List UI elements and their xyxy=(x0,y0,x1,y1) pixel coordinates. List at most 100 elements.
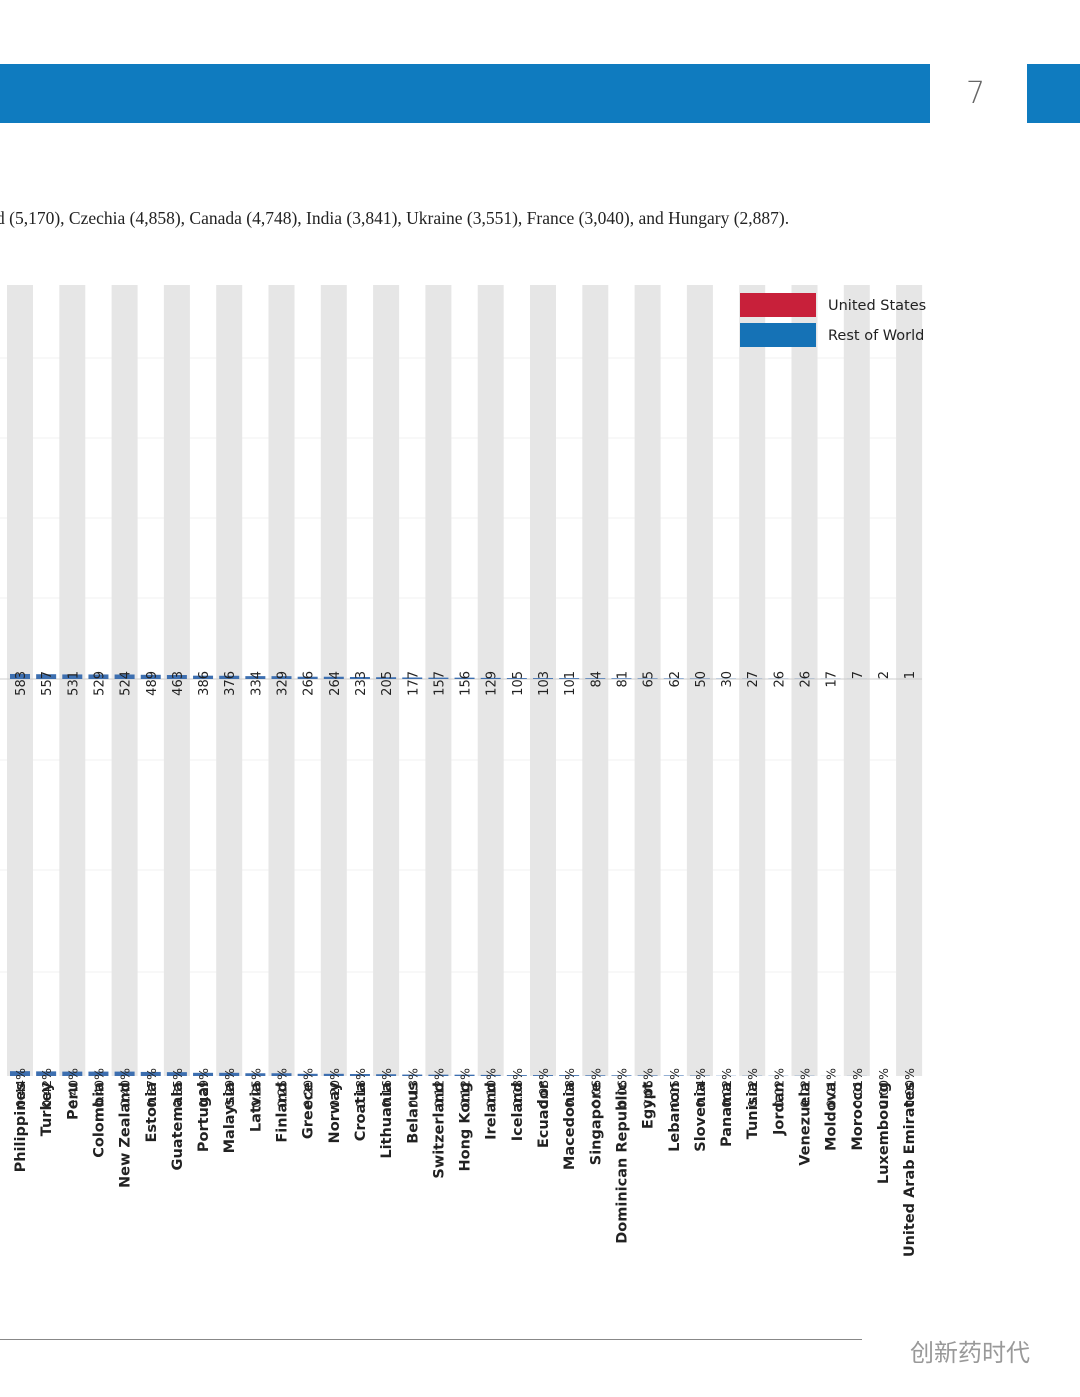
bar xyxy=(323,1073,344,1076)
value-label: 489 xyxy=(145,671,160,696)
share-label: 0.08% xyxy=(536,1068,551,1108)
bar xyxy=(62,1071,83,1076)
bar xyxy=(376,1074,397,1076)
share-label: 0.06% xyxy=(614,1068,629,1108)
share-label: 0.40% xyxy=(118,1068,133,1108)
column-band xyxy=(216,285,243,1076)
bar xyxy=(219,675,240,679)
column-band xyxy=(111,285,138,1076)
share-label: 0.12% xyxy=(458,1068,473,1108)
value-label: 233 xyxy=(354,671,369,696)
value-label: 531 xyxy=(66,671,81,696)
bar xyxy=(585,1075,606,1076)
category-label: Lithuania xyxy=(379,1082,395,1159)
value-label: 386 xyxy=(197,671,212,696)
value-label: 156 xyxy=(459,671,474,696)
bar xyxy=(376,677,397,679)
category-label: Slovenia xyxy=(693,1082,709,1152)
share-label: 0.25% xyxy=(248,1068,263,1108)
bar xyxy=(637,678,658,679)
category-label: United Arab Emirates xyxy=(902,1082,918,1257)
legend-swatch xyxy=(740,323,816,347)
bar xyxy=(140,674,161,679)
bar xyxy=(323,676,344,679)
value-label: 157 xyxy=(432,671,447,696)
value-label: 2 xyxy=(877,671,892,679)
category-label: Latvia xyxy=(248,1082,264,1132)
share-label: 0.00% xyxy=(902,1068,917,1108)
value-label: 103 xyxy=(537,671,552,696)
share-label: 0.40% xyxy=(91,1068,106,1108)
bar xyxy=(402,677,423,679)
share-label: 0.42% xyxy=(39,1068,54,1108)
category-label: Switzerland xyxy=(431,1082,447,1179)
category-label: Finland xyxy=(275,1082,291,1143)
category-label: New Zealand xyxy=(118,1082,134,1188)
bar xyxy=(428,1074,449,1076)
header-tab xyxy=(1027,64,1080,123)
value-label: 129 xyxy=(485,671,500,696)
share-label: 0.44% xyxy=(13,1068,28,1108)
column-band xyxy=(425,285,452,1076)
share-label: 0.37% xyxy=(144,1068,159,1108)
category-label: Croatia xyxy=(353,1082,369,1141)
bar xyxy=(349,676,370,679)
column-band xyxy=(530,285,556,1076)
column-band xyxy=(7,285,33,1076)
value-label: 30 xyxy=(720,671,735,688)
bar xyxy=(533,1075,553,1076)
share-label: 0.29% xyxy=(196,1068,211,1108)
bar xyxy=(480,677,501,679)
category-label: Guatemala xyxy=(170,1082,186,1170)
value-label: 529 xyxy=(92,671,107,696)
share-label: 0.20% xyxy=(301,1068,316,1108)
column-band xyxy=(163,285,190,1076)
share-label: 0.08% xyxy=(562,1068,577,1108)
value-label: 205 xyxy=(380,671,395,696)
share-label: 0.02% xyxy=(719,1068,734,1108)
bar xyxy=(36,1071,57,1076)
share-label: 0.02% xyxy=(745,1068,760,1108)
footer-rule xyxy=(0,1339,862,1340)
column-band xyxy=(896,285,923,1076)
page-number: 7 xyxy=(966,76,986,111)
bar xyxy=(10,1071,30,1076)
value-label: 463 xyxy=(171,671,186,696)
category-label: Iceland xyxy=(510,1082,526,1141)
value-label: 524 xyxy=(119,671,134,696)
value-label: 334 xyxy=(249,671,264,696)
column-band xyxy=(373,285,400,1076)
share-label: 0.12% xyxy=(431,1068,446,1108)
category-label: Philippines xyxy=(13,1082,29,1172)
category-label: Tunisia xyxy=(745,1082,761,1139)
column-band xyxy=(59,285,86,1076)
legend-label: Rest of World xyxy=(828,328,924,344)
share-label: 0.06% xyxy=(588,1068,603,1108)
bar xyxy=(663,1075,684,1076)
share-label: 0.40% xyxy=(65,1068,80,1108)
category-label: Venezuela xyxy=(798,1082,814,1166)
bar xyxy=(663,678,684,679)
value-label: 264 xyxy=(328,671,343,696)
category-label: Jordan xyxy=(771,1082,787,1136)
column-band xyxy=(582,285,609,1076)
column-band xyxy=(268,285,295,1076)
value-label: 266 xyxy=(302,671,317,696)
category-label: Turkey xyxy=(39,1081,55,1136)
bar xyxy=(611,1075,632,1076)
category-label: Singapore xyxy=(588,1082,604,1165)
bar xyxy=(271,1073,292,1076)
watermark: 创新药时代 xyxy=(910,1339,1030,1367)
category-label: Norway xyxy=(327,1081,343,1143)
value-label: 17 xyxy=(825,671,840,688)
bar xyxy=(245,676,266,679)
share-label: 0.35% xyxy=(170,1068,185,1108)
bar xyxy=(559,678,580,679)
header-band xyxy=(0,64,930,123)
value-label: 376 xyxy=(223,671,238,696)
value-label: 329 xyxy=(276,671,291,696)
bar xyxy=(88,1071,109,1076)
value-label: 101 xyxy=(563,671,578,696)
bar xyxy=(114,674,135,679)
